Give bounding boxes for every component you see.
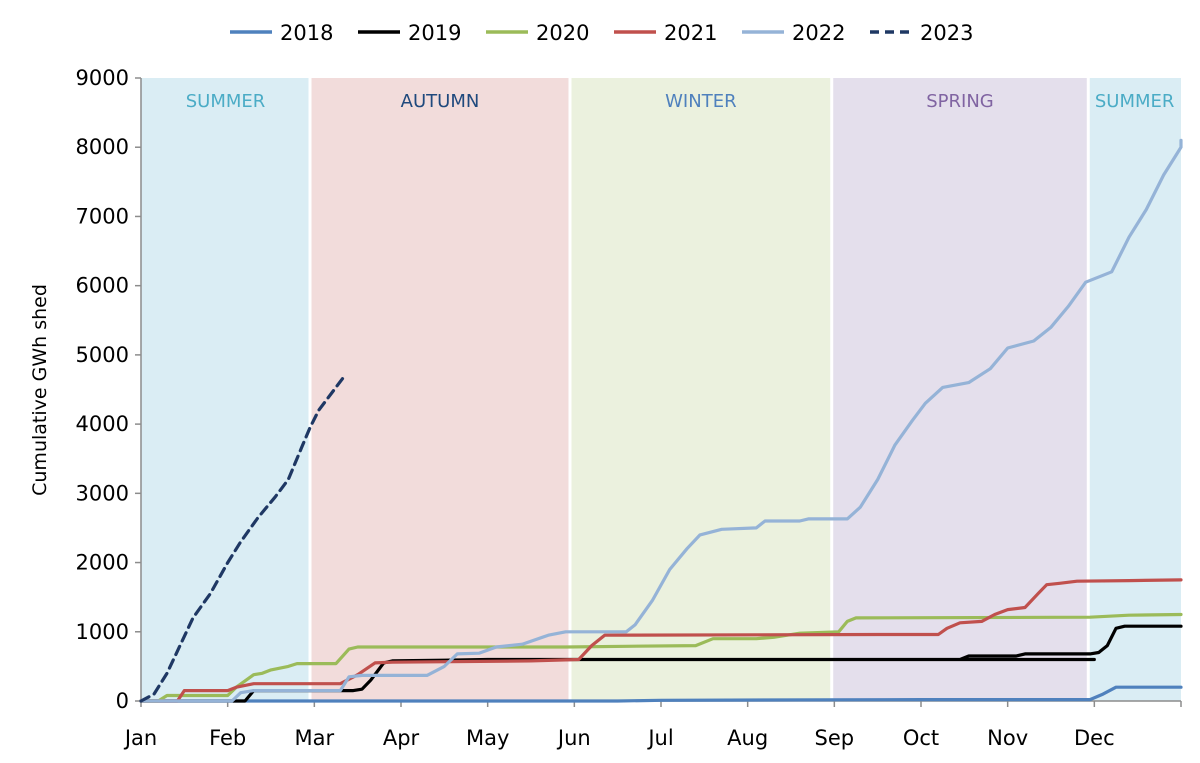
series-line-2020 (139, 612, 1183, 703)
y-tick-label-9: 9000 (76, 66, 129, 90)
season-band-4 (1088, 78, 1181, 701)
series-lines (139, 138, 1183, 703)
season-band-2 (570, 78, 832, 701)
season-label-3: SPRING (926, 91, 994, 112)
season-label-1: AUTUMN (401, 91, 480, 112)
legend-label-2019: 2019 (408, 21, 461, 45)
season-band-0 (141, 78, 310, 701)
y-tick-label-2: 2000 (76, 551, 129, 575)
x-tick-label-3: Apr (383, 726, 420, 750)
x-tick-label-0: Jan (123, 726, 157, 750)
y-tick-label-5: 5000 (76, 343, 129, 367)
legend-label-2020: 2020 (536, 21, 589, 45)
x-tick-label-6: Jul (646, 726, 673, 750)
season-label-2: WINTER (665, 91, 736, 112)
legend-label-2022: 2022 (792, 21, 845, 45)
x-tick-label-10: Nov (987, 726, 1028, 750)
season-band-1 (310, 78, 570, 701)
y-axis-label: Cumulative GWh shed (29, 284, 51, 496)
series-line-2022 (139, 138, 1183, 703)
x-tick-label-2: Mar (295, 726, 335, 750)
x-tick-label-1: Feb (209, 726, 246, 750)
y-tick-label-7: 7000 (76, 204, 129, 228)
x-tick-label-7: Aug (727, 726, 768, 750)
series-line-2021 (139, 578, 1183, 703)
y-tick-label-8: 8000 (76, 135, 129, 159)
series-line-2023 (139, 374, 347, 703)
y-tick-label-6: 6000 (76, 274, 129, 298)
x-tick-label-4: May (466, 726, 509, 750)
season-bands: SUMMER AUTUMN WINTER SPRING SUMMER (141, 78, 1181, 701)
series-line-2018 (139, 685, 1183, 703)
y-tick-label-3: 3000 (76, 481, 129, 505)
x-tick-label-8: Sep (815, 726, 855, 750)
legend: 2018 2019 2020 2021 2022 2023 (230, 21, 973, 45)
season-label-0: SUMMER (186, 91, 266, 112)
season-band-3 (831, 78, 1089, 701)
legend-label-2018: 2018 (280, 21, 333, 45)
season-label-4: SUMMER (1095, 91, 1175, 112)
x-tick-label-11: Dec (1074, 726, 1115, 750)
y-tick-label-0: 0 (116, 689, 129, 713)
x-tick-label-5: Jun (556, 726, 591, 750)
legend-label-2023: 2023 (920, 21, 973, 45)
legend-label-2021: 2021 (664, 21, 717, 45)
y-tick-label-4: 4000 (76, 412, 129, 436)
y-tick-label-1: 1000 (76, 620, 129, 644)
x-tick-label-9: Oct (903, 726, 939, 750)
